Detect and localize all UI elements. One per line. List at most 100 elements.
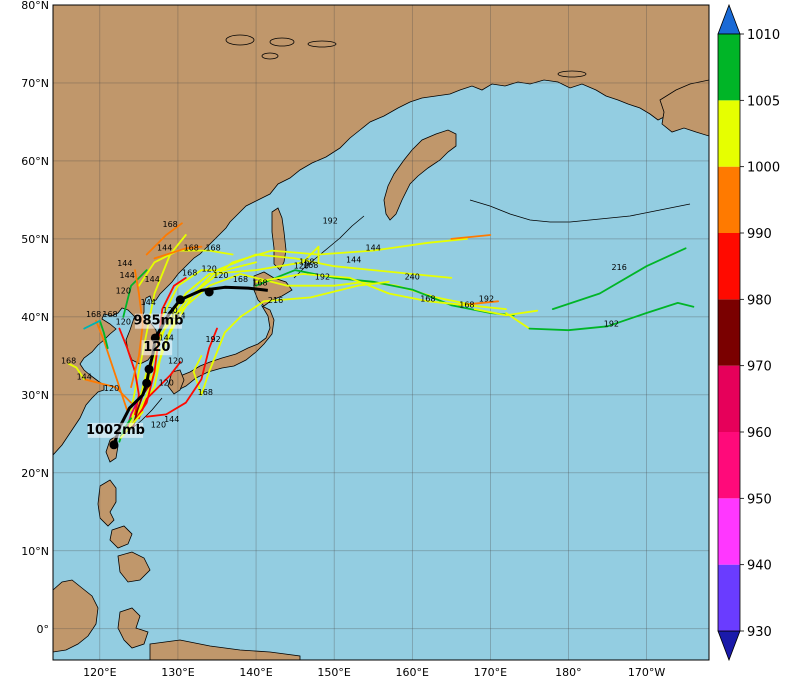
lon-tick-label: 130°E [161, 666, 194, 679]
main-track-point-5 [204, 287, 214, 297]
philippines-luzon [97, 479, 117, 527]
kyushu [167, 369, 185, 395]
lead-time-label: 144 [77, 372, 92, 381]
lead-time-label: 144 [366, 244, 381, 253]
lead-time-label: 144 [157, 244, 172, 253]
lead-time-label: 144 [141, 298, 156, 307]
lead-time-label: 168 [205, 244, 220, 253]
ensemble-track-16 [122, 269, 148, 318]
colorbar-over-cap [717, 3, 741, 35]
lead-time-label: 168 [61, 357, 76, 366]
colorbar-segment-3 [718, 365, 740, 432]
colorbar-frame [717, 33, 741, 632]
ensemble-track-8 [551, 247, 687, 311]
lead-time-label: 192 [479, 294, 494, 303]
lon-tick-label: 150°E [317, 666, 350, 679]
ensemble-track-18 [153, 245, 203, 260]
lead-time-label: 120 [163, 306, 178, 315]
lon-tick-label: 170°E [474, 666, 507, 679]
borneo [53, 579, 99, 653]
colorbar-label: 1000 [747, 161, 780, 176]
colorbar-label: 980 [747, 293, 772, 308]
colorbar-label: 1010 [747, 28, 780, 43]
colorbar-under-cap [717, 630, 741, 662]
lat-tick-label: 10°N [21, 545, 49, 558]
lead-time-label: 144 [120, 271, 135, 280]
lead-time-label: 168 [299, 258, 314, 267]
ensemble-track-26 [99, 319, 109, 350]
lead-time-label: 144 [117, 259, 132, 268]
ensemble-track-14 [130, 234, 187, 412]
colorbar-segment-6 [718, 166, 740, 233]
philippines-mindanao [117, 551, 151, 583]
colorbar-label: 940 [747, 559, 772, 574]
lead-time-label: 120 [213, 271, 228, 280]
colorbar-label: 960 [747, 426, 772, 441]
ensemble-track-24 [83, 378, 133, 404]
ensemble-track-11 [528, 301, 695, 332]
sulawesi [117, 607, 149, 649]
alaska [659, 79, 709, 137]
colorbar-label: 1005 [747, 94, 780, 109]
annotation-bg-1 [134, 313, 182, 329]
lead-time-label: 192 [205, 335, 220, 344]
ensemble-track-20 [137, 361, 182, 420]
lead-time-label: 120 [104, 384, 119, 393]
wrangel-island [225, 34, 255, 46]
main-track-point-4 [175, 295, 185, 305]
lat-tick-label: 70°N [21, 77, 49, 90]
arctic-island [307, 40, 337, 48]
lat-tick-label: 20°N [21, 467, 49, 480]
philippines-visayas [109, 525, 133, 549]
lead-time-label: 120 [294, 262, 309, 271]
ensemble-track-12 [192, 280, 390, 396]
pressure-annotation: 1002mb [86, 423, 145, 438]
lead-time-label: 168 [163, 220, 178, 229]
main-track-point-2 [144, 364, 154, 374]
lead-time-label: 168 [459, 301, 474, 310]
colorbar-segment-1 [718, 498, 740, 565]
colorbar-segment-7 [718, 100, 740, 167]
aleutians [469, 199, 691, 223]
colorbar-segment-0 [718, 564, 740, 631]
ensemble-track-27 [83, 319, 101, 330]
lat-tick-label: 0° [37, 623, 50, 636]
colorbar-label: 950 [747, 492, 772, 507]
ensemble-track-25 [67, 362, 86, 381]
main-track-point-1 [142, 378, 152, 388]
lat-tick-label: 60°N [21, 155, 49, 168]
lon-tick-label: 120°E [83, 666, 116, 679]
map-frame [52, 4, 710, 661]
ensemble-track-10 [505, 312, 531, 330]
lead-time-label: 168 [184, 244, 199, 253]
lead-time-label: 192 [315, 272, 330, 281]
lat-tick-label: 30°N [21, 389, 49, 402]
lead-time-label: 168 [182, 269, 197, 278]
main-track-point-3 [150, 333, 160, 343]
lead-time-label: 216 [268, 296, 283, 305]
lead-time-label: 168 [252, 279, 267, 288]
lead-time-label: 120 [151, 421, 166, 430]
colorbar-label: 990 [747, 227, 772, 242]
lat-tick-label: 40°N [21, 311, 49, 324]
lead-time-label: 144 [346, 255, 361, 264]
colorbar-segment-8 [718, 34, 740, 101]
land-layer [53, 5, 709, 660]
colorbar-segment-2 [718, 432, 740, 499]
lead-time-label: 120 [159, 379, 174, 388]
pressure-colorbar: 930 940 950 960 970 980 990 1000 1005 1010 [717, 3, 780, 662]
new-siberian-islands [269, 37, 295, 47]
annotation-bg-2 [141, 340, 173, 356]
ensemble-track-0 [126, 253, 453, 431]
pressure-annotation: 120 [143, 340, 170, 355]
lead-time-label: 240 [405, 272, 420, 281]
lead-time-label: 168 [233, 275, 248, 284]
pressure-annotations: 1002mb 985mb 120 [86, 313, 183, 438]
kamchatka [383, 129, 457, 221]
pressure-annotation: 985mb [133, 314, 183, 329]
indonesia-east [149, 639, 301, 660]
colorbar-segment-4 [718, 299, 740, 366]
colorbar-segment-5 [718, 233, 740, 300]
